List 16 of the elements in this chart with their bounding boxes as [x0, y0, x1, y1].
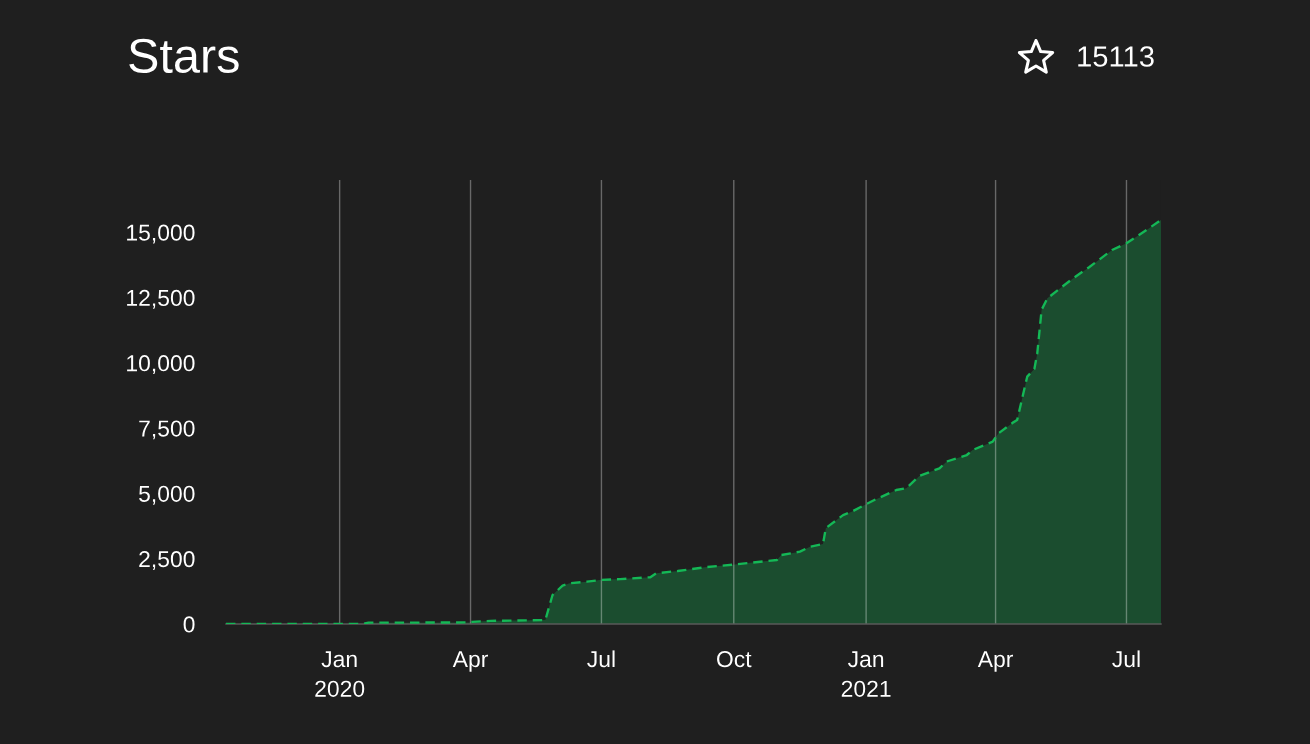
x-tick-label: Jan 2020 — [315, 651, 365, 697]
y-tick-label: 5,000 — [139, 485, 195, 505]
y-tick-label: 12,500 — [127, 289, 195, 309]
x-tick-label: Jul — [1112, 650, 1140, 668]
text: 15113 — [1078, 46, 1154, 67]
x-tick-label: Apr — [452, 651, 488, 672]
chart-title: Stars — [129, 38, 239, 74]
y-tick-label: 7,500 — [139, 420, 195, 440]
y-tick-label: 0 — [183, 616, 195, 633]
x-tick-label: Jul — [587, 650, 615, 668]
y-tick-label: 15,000 — [127, 224, 195, 244]
y-tick-label: 2,500 — [139, 551, 195, 570]
y-tick-label: 10,000 — [127, 355, 195, 375]
x-tick-label: Oct — [717, 650, 752, 668]
x-tick-label: Jan 2021 — [841, 651, 891, 697]
x-tick-label: Apr — [977, 651, 1014, 672]
